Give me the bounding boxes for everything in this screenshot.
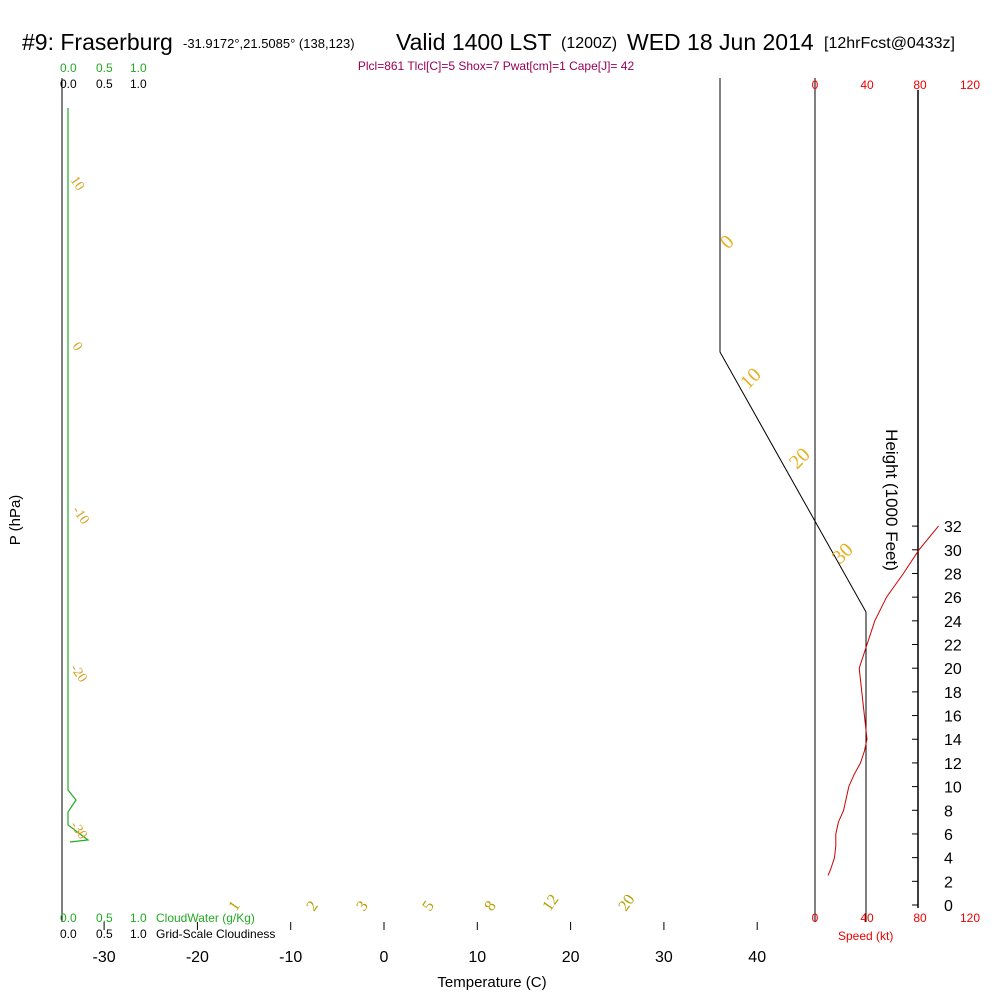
mixing-ratio-label: 20 bbox=[615, 891, 638, 914]
temperature-tick-label: -30 bbox=[93, 949, 116, 966]
temperature-tick-label: -10 bbox=[279, 949, 302, 966]
height-tick-label: 10 bbox=[944, 780, 962, 797]
speed-tick-top-1: 40 bbox=[860, 78, 874, 92]
dry-adiabat-label: 0 bbox=[716, 231, 739, 254]
station-coords: -31.9172°,21.5085° (138,123) bbox=[183, 36, 355, 51]
cloudiness-tick-top-1: 0.5 bbox=[96, 77, 113, 91]
forecast-label: [12hrFcst@0433z] bbox=[824, 35, 955, 52]
cloudwater-tick-bottom-0: 0.0 bbox=[60, 911, 77, 925]
cloudiness-tick-bottom-1: 0.5 bbox=[96, 927, 113, 941]
temperature-tick-label: 20 bbox=[562, 949, 580, 966]
cloudwater-tick-top-1: 0.5 bbox=[96, 61, 113, 75]
isotherm-label: -10 bbox=[69, 504, 92, 528]
mixing-ratio-label: 2 bbox=[303, 898, 322, 914]
mixing-ratio-label: 5 bbox=[419, 898, 438, 914]
height-tick-label: 16 bbox=[944, 709, 962, 726]
plot-boundary bbox=[719, 78, 867, 922]
cloudwater-tick-top-2: 1.0 bbox=[130, 61, 147, 75]
mixing-ratio-label: 12 bbox=[539, 891, 562, 914]
sounding-parameters: Plcl=861 Tlcl[C]=5 Shox=7 Pwat[cm]=1 Cap… bbox=[358, 59, 635, 73]
height-tick-label: 4 bbox=[944, 851, 953, 868]
height-tick-label: 24 bbox=[944, 614, 962, 631]
height-tick-label: 20 bbox=[944, 661, 962, 678]
cloudiness-tick-top-0: 0.0 bbox=[60, 77, 77, 91]
x-axis-label: Temperature (C) bbox=[437, 974, 546, 991]
speed-tick-bottom-3: 120 bbox=[960, 911, 980, 925]
temperature-tick-label: -20 bbox=[186, 949, 209, 966]
mixing-ratio-label: 3 bbox=[353, 898, 372, 914]
cloudiness-tick-bottom-0: 0.0 bbox=[60, 927, 77, 941]
valid-time: Valid 1400 LST bbox=[396, 29, 552, 55]
dry-adiabat-label: 20 bbox=[785, 444, 815, 474]
isotherm-label: 0 bbox=[69, 340, 85, 354]
temperature-tick-label: 30 bbox=[655, 949, 673, 966]
height-tick-label: 26 bbox=[944, 590, 962, 607]
height-tick-label: 0 bbox=[944, 898, 953, 915]
temperature-tick-label: 10 bbox=[468, 949, 486, 966]
speed-tick-top-3: 120 bbox=[960, 78, 980, 92]
speed-tick-bottom-2: 80 bbox=[913, 911, 927, 925]
speed-tick-top-0: 0 bbox=[812, 78, 819, 92]
height-tick-label: 32 bbox=[944, 519, 962, 536]
temperature-tick-label: 0 bbox=[380, 949, 389, 966]
isotherm-label: 10 bbox=[67, 174, 87, 194]
valid-date: WED 18 Jun 2014 bbox=[627, 29, 814, 55]
height-tick-label: 14 bbox=[944, 732, 962, 749]
cloudwater-tick-bottom-1: 0.5 bbox=[96, 911, 113, 925]
dry-adiabat-label: 30 bbox=[828, 539, 858, 569]
height-tick-label: 2 bbox=[944, 874, 953, 891]
height-tick-label: 12 bbox=[944, 756, 962, 773]
cloudwater-label: CloudWater (g/Kg) bbox=[156, 911, 255, 925]
cloud-water-profile bbox=[67, 108, 90, 843]
height-tick-label: 22 bbox=[944, 638, 962, 655]
speed-tick-bottom-0: 0 bbox=[812, 911, 819, 925]
zulu-time: (1200Z) bbox=[561, 35, 617, 52]
height-tick-label: 30 bbox=[944, 543, 962, 560]
height-tick-label: 28 bbox=[944, 566, 962, 583]
wind-speed-profile bbox=[827, 525, 939, 876]
cloudwater-tick-bottom-2: 1.0 bbox=[130, 911, 147, 925]
wind-speed-line bbox=[827, 525, 939, 876]
cloudiness-label: Grid-Scale Cloudiness bbox=[156, 927, 275, 941]
speed-axis-label: Speed (kt) bbox=[838, 929, 893, 943]
height-axis-label: Height (1000 Feet) bbox=[882, 429, 901, 571]
height-tick-label: 6 bbox=[944, 827, 953, 844]
y-axis-label: P (hPa) bbox=[7, 495, 24, 546]
cloudiness-tick-bottom-2: 1.0 bbox=[130, 927, 147, 941]
speed-tick-bottom-1: 40 bbox=[860, 911, 874, 925]
isotherm-label: -20 bbox=[67, 662, 90, 686]
cloudiness-tick-top-2: 1.0 bbox=[130, 77, 147, 91]
axis-ticks: 2503004005007008501000-30-20-10010203040… bbox=[93, 519, 962, 966]
height-tick-label: 18 bbox=[944, 685, 962, 702]
mixing-ratio-label: 8 bbox=[481, 898, 500, 914]
temperature-tick-label: 40 bbox=[748, 949, 766, 966]
speed-tick-top-2: 80 bbox=[913, 78, 927, 92]
cloudwater-tick-top-0: 0.0 bbox=[60, 61, 77, 75]
station-title: #9: Fraserburg bbox=[22, 29, 173, 55]
height-tick-label: 8 bbox=[944, 803, 953, 820]
